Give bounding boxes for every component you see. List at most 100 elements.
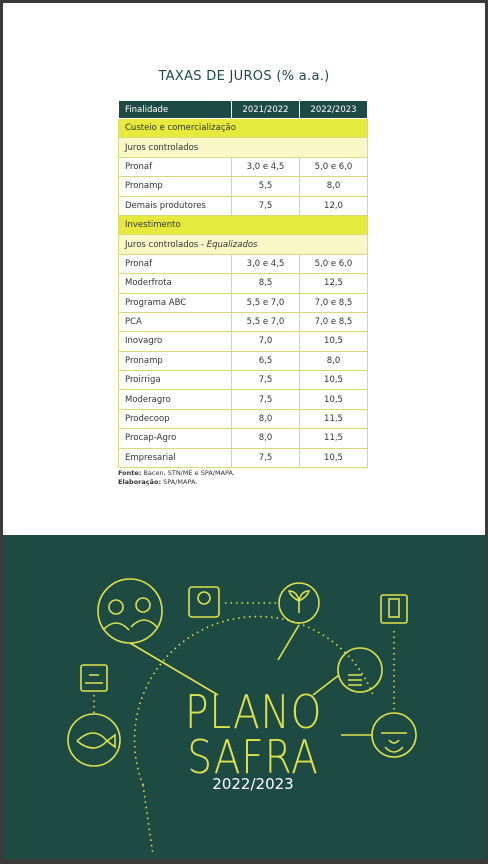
connector — [312, 674, 340, 696]
cell: Procap-Agro — [118, 428, 232, 449]
connector — [277, 624, 300, 661]
section-title: Custeio e comercialização — [118, 117, 368, 139]
cell: 5,5 e 7,0 — [231, 311, 300, 333]
cell: Demais produtores — [118, 195, 232, 216]
header-cell: 2021/2022 — [231, 100, 300, 119]
phone-icon — [380, 594, 408, 624]
dotted-line — [142, 784, 154, 856]
cell: 11,5 — [299, 428, 368, 449]
note: Elaboração: SPA/MAPA. — [118, 478, 235, 487]
group-title: Juros controlados - — [125, 239, 207, 250]
header-cell: 2022/2023 — [299, 100, 368, 119]
cell: 7,0 e 8,5 — [299, 311, 368, 333]
cell: Empresarial — [118, 447, 232, 469]
cell: 3,0 e 4,5 — [231, 253, 300, 275]
icon-part — [381, 732, 407, 753]
cover-word: SAFRA — [187, 730, 319, 784]
note-label: Fonte: — [118, 469, 142, 477]
data-row: Pronamp 6,5 8,0 — [118, 350, 368, 372]
icon-part — [85, 674, 103, 684]
cover-word: PLANO — [185, 685, 323, 739]
data-row: Inovagro 7,0 10,5 — [118, 331, 368, 352]
cell: Moderagro — [118, 389, 232, 410]
cell: PCA — [118, 311, 232, 333]
section-row: Custeio e comercialização — [118, 117, 368, 139]
tractor-icon — [80, 664, 108, 692]
cell: 7,0 e 8,5 — [299, 292, 368, 313]
notes: Fonte: Bacen, STN/ME e SPA/MAPA. Elaboraç… — [118, 469, 235, 487]
cell: Pronamp — [118, 176, 232, 197]
sprout-icon — [278, 582, 320, 624]
cell: Pronaf — [118, 253, 232, 275]
icon-part — [388, 598, 400, 618]
header-cell: Finalidade — [118, 100, 232, 119]
note-label: Elaboração: — [118, 478, 162, 486]
cell: 7,5 — [231, 370, 300, 391]
cell: Moderfrota — [118, 273, 232, 294]
cell: Programa ABC — [118, 292, 232, 313]
icon-part — [102, 619, 158, 631]
cell: 8,5 — [231, 273, 300, 294]
cell: 10,5 — [299, 447, 368, 469]
note-text: Bacen, STN/ME e SPA/MAPA. — [141, 469, 235, 477]
icon-part — [135, 597, 151, 613]
data-row: Empresarial 7,5 10,5 — [118, 447, 368, 469]
group-cell: Juros controlados - Equalizados — [118, 234, 368, 255]
cell: 6,5 — [231, 350, 300, 372]
cell: 8,0 — [299, 176, 368, 197]
cell: 11,5 — [299, 408, 368, 430]
cell: 7,5 — [231, 447, 300, 469]
data-row: Prodecoop 8,0 11,5 — [118, 408, 368, 430]
section-title: Investimento — [118, 214, 368, 236]
note: Fonte: Bacen, STN/ME e SPA/MAPA. — [118, 469, 235, 478]
cell: 8,0 — [299, 350, 368, 372]
group-title: Juros controlados — [125, 142, 199, 153]
cell: 3,0 e 4,5 — [231, 156, 300, 178]
connector — [129, 642, 219, 696]
farmers-icon — [97, 578, 163, 644]
cell: 10,5 — [299, 389, 368, 410]
fish-icon — [67, 713, 121, 767]
cover-art: PLANO SAFRA 2022/2023 — [3, 535, 485, 859]
cell: 7,5 — [231, 195, 300, 216]
cell: 8,0 — [231, 428, 300, 449]
cover-year: 2022/2023 — [212, 775, 294, 793]
cell: Pronamp — [118, 350, 232, 372]
rates-table: Finalidade 2021/2022 2022/2023 Custeio e co… — [118, 100, 368, 469]
cell: Pronaf — [118, 156, 232, 178]
cell: 12,0 — [299, 195, 368, 216]
data-row: Pronaf 3,0 e 4,5 5,0 e 6,0 — [118, 253, 368, 275]
group-cell: Juros controlados — [118, 137, 368, 158]
cell: Prodecoop — [118, 408, 232, 430]
cover-illustration — [67, 578, 417, 856]
coins-icon — [337, 647, 383, 693]
tree-icon — [188, 586, 220, 618]
icon-part — [197, 591, 211, 605]
data-row: Pronaf 3,0 e 4,5 5,0 e 6,0 — [118, 156, 368, 178]
icon-part — [287, 590, 311, 613]
page: TAXAS DE JUROS (% a.a.) Finalidade 2021/2… — [3, 3, 485, 859]
data-row: Moderagro 7,5 10,5 — [118, 389, 368, 410]
group-row: Juros controlados — [118, 137, 368, 158]
group-title-italic: Equalizados — [206, 239, 258, 250]
data-row: Proirriga 7,5 10,5 — [118, 370, 368, 391]
cell: 5,5 e 7,0 — [231, 292, 300, 313]
table-title: TAXAS DE JUROS (% a.a.) — [158, 69, 330, 84]
note-text: SPA/MAPA. — [161, 478, 198, 486]
icon-part — [108, 599, 124, 615]
cell: 7,0 — [231, 331, 300, 352]
cell: 8,0 — [231, 408, 300, 430]
section-row: Investimento — [118, 214, 368, 236]
data-row: Pronamp 5,5 8,0 — [118, 176, 368, 197]
data-row: PCA 5,5 e 7,0 7,0 e 8,5 — [118, 311, 368, 333]
cell: 5,0 e 6,0 — [299, 156, 368, 178]
cell: 5,5 — [231, 176, 300, 197]
data-row: Moderfrota 8,5 12,5 — [118, 273, 368, 294]
icon-part — [348, 674, 362, 686]
cell: 10,5 — [299, 370, 368, 391]
data-row: Demais produtores 7,5 12,0 — [118, 195, 368, 216]
header-row: Finalidade 2021/2022 2022/2023 — [118, 100, 368, 119]
icon-part — [76, 732, 116, 749]
cell: 7,5 — [231, 389, 300, 410]
